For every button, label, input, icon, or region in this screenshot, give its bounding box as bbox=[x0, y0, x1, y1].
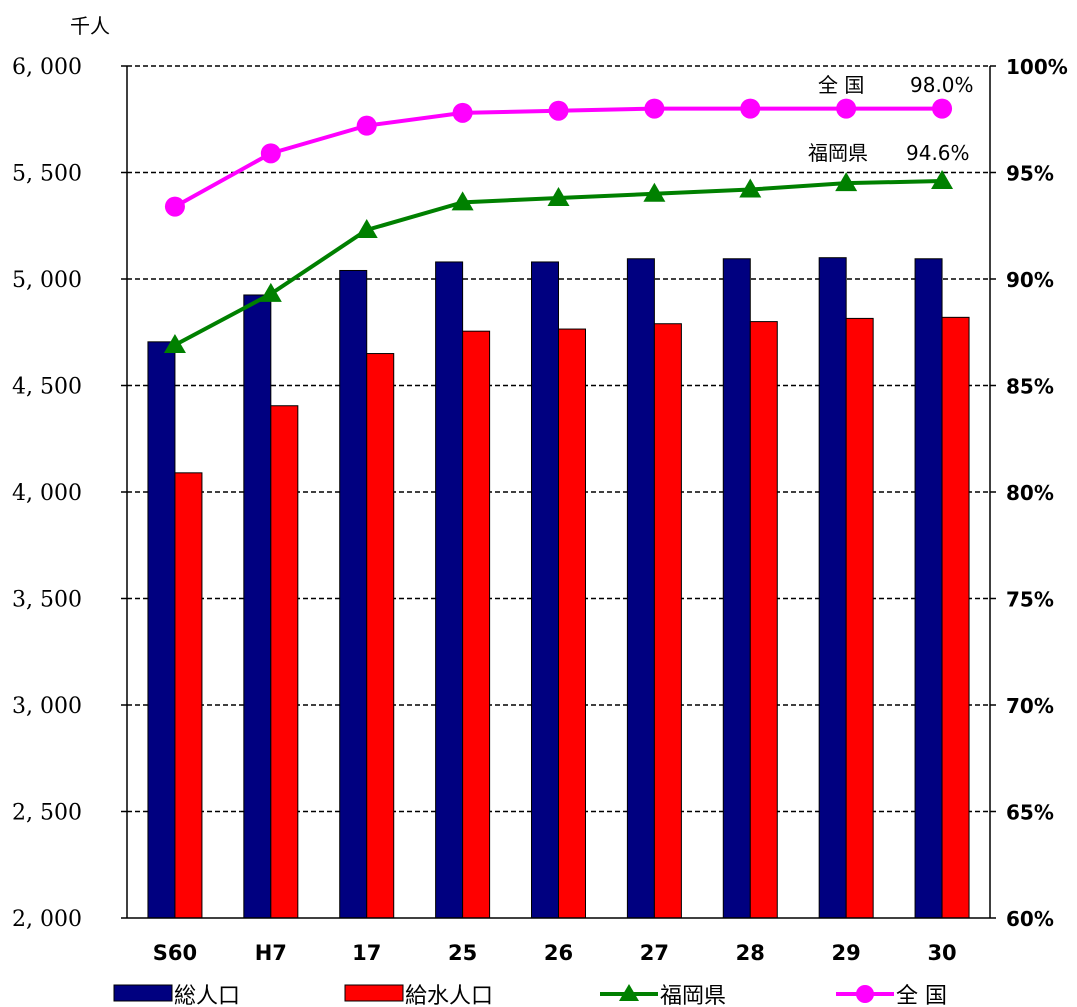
bar-給水人口-30 bbox=[941, 316, 970, 919]
right-tick-label: 70% bbox=[1006, 694, 1054, 718]
category-label: 26 bbox=[544, 941, 573, 965]
marker-全 国-29 bbox=[836, 98, 857, 119]
bar-総人口-17 bbox=[339, 269, 368, 919]
annotation-value: 94.6% bbox=[906, 141, 970, 165]
marker-全 国-26 bbox=[548, 100, 569, 121]
bar-総人口-S60 bbox=[147, 341, 176, 919]
category-label: 17 bbox=[352, 941, 381, 965]
marker-福岡県-25 bbox=[451, 191, 474, 211]
right-tick-label: 85% bbox=[1006, 375, 1054, 399]
marker-全 国-25 bbox=[452, 102, 473, 123]
legend-label: 総人口 bbox=[174, 984, 240, 1007]
marker-福岡県-H7 bbox=[259, 282, 282, 302]
bar-総人口-H7 bbox=[243, 294, 272, 919]
left-tick-label: 3, 500 bbox=[12, 588, 82, 613]
right-tick-label: 75% bbox=[1006, 588, 1054, 612]
legend-label: 全 国 bbox=[896, 984, 947, 1007]
marker-福岡県-29 bbox=[835, 172, 858, 192]
category-label: 28 bbox=[736, 941, 765, 965]
bar-総人口-26 bbox=[531, 261, 559, 919]
annotation-name: 福岡県 bbox=[808, 141, 868, 165]
left-axis-unit: 千人 bbox=[70, 14, 110, 38]
legend-label: 給水人口 bbox=[405, 984, 493, 1007]
bar-給水人口-26 bbox=[558, 328, 586, 919]
annotation-value: 98.0% bbox=[910, 73, 974, 97]
legend-marker bbox=[856, 985, 874, 1003]
marker-福岡県-S60 bbox=[163, 334, 186, 354]
legend: 総人口 給水人口 福岡県 全 国 bbox=[113, 984, 947, 1007]
marker-全 国-H7 bbox=[260, 143, 281, 164]
bar-給水人口-28 bbox=[749, 321, 778, 919]
legend-label: 福岡県 bbox=[660, 984, 726, 1007]
category-label: 27 bbox=[640, 941, 669, 965]
bar-総人口-25 bbox=[435, 261, 464, 919]
left-tick-label: 4, 500 bbox=[12, 375, 82, 400]
bar-総人口-29 bbox=[818, 257, 847, 919]
bar-総人口-30 bbox=[914, 258, 943, 919]
marker-福岡県-26 bbox=[547, 187, 570, 207]
marker-全 国-27 bbox=[644, 98, 665, 119]
bar-給水人口-H7 bbox=[270, 405, 299, 919]
bar-給水人口-27 bbox=[653, 323, 682, 919]
marker-福岡県-28 bbox=[739, 178, 762, 198]
bar-給水人口-17 bbox=[366, 353, 395, 919]
right-tick-label: 60% bbox=[1006, 907, 1054, 931]
legend-swatch bbox=[113, 984, 173, 1002]
axes bbox=[121, 65, 996, 919]
annotation-name: 全 国 bbox=[818, 73, 864, 97]
legend-swatch bbox=[344, 984, 404, 1002]
bars bbox=[147, 257, 970, 919]
left-tick-label: 5, 500 bbox=[12, 162, 82, 187]
right-tick-label: 100% bbox=[1006, 55, 1068, 79]
category-label: 25 bbox=[448, 941, 477, 965]
marker-福岡県-30 bbox=[931, 170, 954, 190]
bar-総人口-27 bbox=[626, 258, 655, 919]
left-tick-label: 4, 000 bbox=[12, 481, 82, 506]
right-tick-label: 65% bbox=[1006, 801, 1054, 825]
left-tick-label: 3, 000 bbox=[12, 694, 82, 719]
category-label: H7 bbox=[255, 941, 287, 965]
left-tick-label: 5, 000 bbox=[12, 268, 82, 293]
bar-給水人口-29 bbox=[845, 317, 874, 919]
left-tick-label: 2, 500 bbox=[12, 801, 82, 826]
left-tick-label: 2, 000 bbox=[12, 907, 82, 932]
category-label: S60 bbox=[153, 941, 197, 965]
category-label: 29 bbox=[832, 941, 861, 965]
marker-全 国-28 bbox=[740, 98, 761, 119]
annotations: 全 国 98.0% 福岡県 94.6% bbox=[808, 73, 974, 165]
bar-給水人口-S60 bbox=[174, 472, 203, 919]
bar-給水人口-25 bbox=[462, 330, 491, 919]
right-tick-label: 95% bbox=[1006, 162, 1054, 186]
right-tick-label: 80% bbox=[1006, 481, 1054, 505]
series-lines bbox=[163, 98, 954, 354]
marker-全 国-30 bbox=[932, 98, 953, 119]
marker-全 国-S60 bbox=[164, 196, 185, 217]
left-tick-label: 6, 000 bbox=[12, 55, 82, 80]
axis-labels: 2, 000 2, 500 3, 000 3, 500 4, 000 4, 500 5, 0… bbox=[12, 14, 1068, 965]
legend-marker bbox=[619, 984, 639, 1001]
right-tick-label: 90% bbox=[1006, 268, 1054, 292]
marker-福岡県-27 bbox=[643, 182, 666, 202]
category-label: 30 bbox=[927, 941, 956, 965]
bar-総人口-28 bbox=[722, 258, 751, 919]
marker-福岡県-17 bbox=[355, 219, 378, 239]
marker-全 国-17 bbox=[356, 115, 377, 136]
